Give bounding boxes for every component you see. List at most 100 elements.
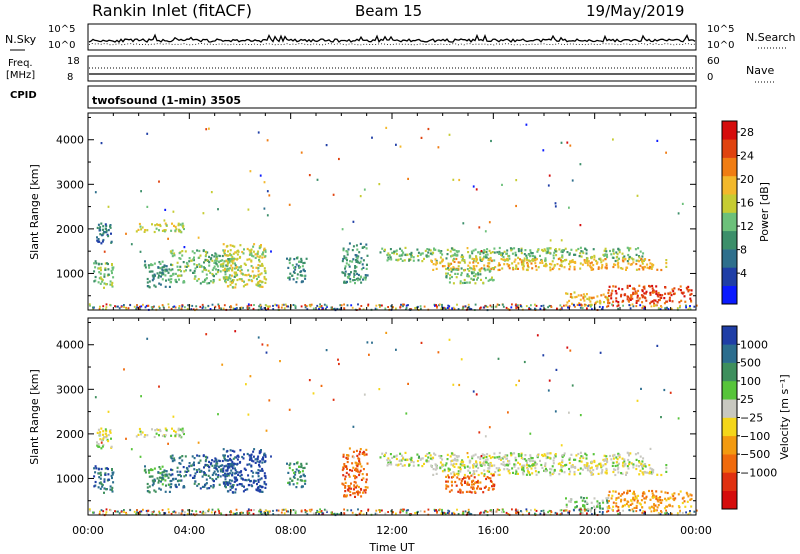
nsky-trace xyxy=(88,33,696,43)
echo-cell xyxy=(261,262,264,266)
echo-cell xyxy=(653,504,656,507)
near-range-cell xyxy=(118,512,121,515)
echo-cell xyxy=(228,274,231,277)
echo-cell xyxy=(214,457,217,460)
echo-cell xyxy=(240,265,243,268)
echo-cell xyxy=(107,473,110,476)
near-range-cell xyxy=(229,306,231,308)
echo-cell xyxy=(593,258,596,261)
near-range-cell xyxy=(688,306,691,309)
echo-cell xyxy=(635,467,638,471)
echo-cell xyxy=(498,246,501,250)
echo-cell xyxy=(363,454,366,457)
echo-cell xyxy=(471,252,474,255)
echo-cell xyxy=(539,254,541,257)
near-range-cell xyxy=(451,307,453,310)
echo-cell xyxy=(655,495,658,498)
echo-cell xyxy=(104,467,107,470)
near-range-cell xyxy=(172,306,175,308)
x-tick-label: 12:00 xyxy=(376,524,408,537)
echo-cell xyxy=(427,456,430,459)
echo-cell xyxy=(303,480,306,483)
echo-cell xyxy=(358,473,361,477)
echo-cell xyxy=(466,274,469,278)
echo-cell xyxy=(461,464,464,467)
echo-cell xyxy=(167,271,170,274)
echo-cell xyxy=(491,456,494,459)
echo-cell xyxy=(517,256,520,259)
echo-cell xyxy=(456,476,459,479)
echo-cell xyxy=(257,250,260,253)
near-range-cell xyxy=(544,308,547,311)
echo-cell xyxy=(461,459,464,462)
echo-cell xyxy=(344,481,347,484)
sparse-echo-cell xyxy=(352,456,355,459)
echo-cell xyxy=(569,498,572,501)
echo-cell xyxy=(151,270,154,273)
near-range-cell xyxy=(263,511,266,513)
echo-cell xyxy=(583,465,586,468)
echo-cell xyxy=(148,270,151,273)
echo-cell xyxy=(630,296,633,299)
echo-cell xyxy=(452,266,455,269)
near-range-cell xyxy=(304,511,307,514)
near-range-cell xyxy=(480,511,482,514)
echo-cell xyxy=(94,480,97,484)
echo-cell xyxy=(605,455,608,458)
sparse-echo-cell xyxy=(660,416,662,419)
echo-cell xyxy=(162,478,165,481)
near-range-cell xyxy=(292,509,295,511)
echo-cell xyxy=(481,463,484,466)
echo-cell xyxy=(93,485,96,488)
echo-cell xyxy=(198,249,201,253)
echo-cell xyxy=(650,472,653,475)
echo-cell xyxy=(629,263,632,266)
echo-cell xyxy=(264,455,267,458)
sparse-echo-cell xyxy=(488,221,491,224)
echo-cell xyxy=(569,457,571,460)
echo-cell xyxy=(360,495,363,498)
echo-cell xyxy=(493,251,496,254)
near-range-cell xyxy=(578,509,581,512)
near-range-cell xyxy=(650,305,653,308)
echo-cell xyxy=(178,257,181,260)
near-range-cell xyxy=(559,513,562,516)
near-range-cell xyxy=(446,307,449,309)
echo-cell xyxy=(363,245,366,249)
echo-cell xyxy=(356,464,359,468)
echo-cell xyxy=(416,254,419,258)
echo-cell xyxy=(468,269,471,272)
sparse-echo-cell xyxy=(665,151,667,154)
echo-cell xyxy=(595,467,598,470)
echo-cell xyxy=(425,254,428,257)
echo-cell xyxy=(527,464,530,467)
echo-cell xyxy=(508,462,511,465)
echo-cell xyxy=(545,467,547,470)
echo-cell xyxy=(260,449,262,452)
echo-cell xyxy=(223,252,226,256)
echo-cell xyxy=(461,483,463,487)
echo-cell xyxy=(150,270,153,273)
echo-cell xyxy=(99,481,102,484)
echo-cell xyxy=(233,271,236,274)
echo-cell xyxy=(351,469,354,472)
colorbar-segment xyxy=(722,362,737,382)
echo-cell xyxy=(434,263,437,266)
near-range-cell xyxy=(423,510,426,513)
echo-cell xyxy=(635,253,638,256)
near-range-cell xyxy=(374,512,377,515)
echo-cell xyxy=(475,265,478,268)
near-range-cell xyxy=(462,512,465,515)
echo-cell xyxy=(508,267,511,270)
echo-cell xyxy=(232,464,235,467)
echo-cell xyxy=(539,459,541,462)
echo-cell xyxy=(531,464,534,467)
echo-cell xyxy=(224,459,227,462)
echo-cell xyxy=(431,465,433,468)
echo-cell xyxy=(507,464,510,467)
echo-cell xyxy=(468,490,471,493)
echo-cell xyxy=(211,464,214,467)
echo-cell xyxy=(253,275,256,278)
echo-cell xyxy=(431,458,434,461)
echo-cell xyxy=(303,466,306,469)
